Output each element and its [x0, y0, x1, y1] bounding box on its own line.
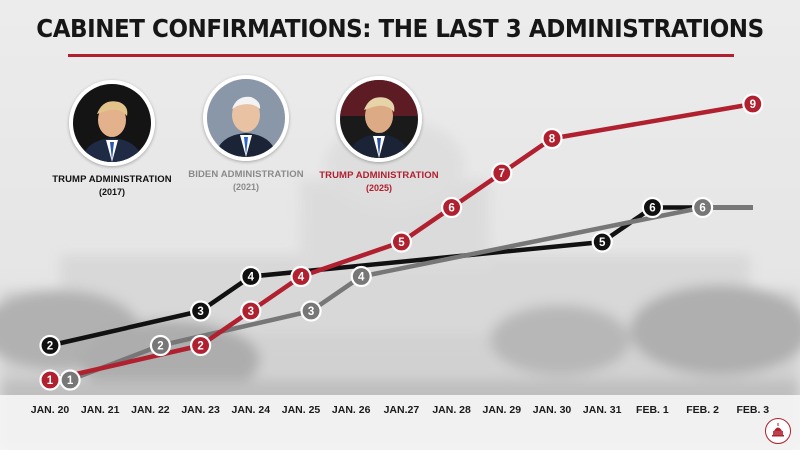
data-point-s0-4: 6 [641, 196, 664, 219]
data-point-marker [39, 334, 61, 357]
data-point-marker [390, 231, 412, 253]
data-label: 3 [197, 306, 203, 318]
data-point-s2-1: 2 [190, 334, 212, 357]
data-point-marker [641, 196, 664, 219]
data-point-s0-1: 3 [190, 300, 212, 322]
x-tick-label: FEB. 2 [686, 404, 719, 416]
x-tick-label: JAN. 29 [483, 404, 522, 416]
data-point-marker [149, 334, 172, 357]
trump-2017-portrait [69, 80, 155, 166]
data-point-s1-3: 4 [350, 265, 372, 288]
data-point-marker [591, 231, 613, 253]
admin-biden-2021: BIDEN ADMINISTRATION (2021) [181, 75, 311, 192]
trump-2025-portrait [336, 76, 422, 162]
x-tick-label: JAN. 22 [131, 404, 170, 416]
data-point-marker [742, 93, 764, 115]
admin-year: (2017) [98, 187, 125, 197]
x-tick-label: JAN. 23 [181, 404, 220, 416]
data-label: 3 [248, 306, 254, 318]
shsc-seal-logo [765, 418, 791, 444]
data-point-s2-6: 7 [491, 162, 513, 184]
data-label: 9 [750, 99, 756, 111]
admin-name: TRUMP ADMINISTRATION [52, 174, 172, 185]
data-point-s2-5: 6 [441, 196, 463, 219]
data-point-marker [441, 196, 463, 219]
data-label: 4 [358, 272, 365, 284]
data-point-marker [691, 196, 714, 219]
data-label: 2 [197, 341, 203, 353]
x-tick-label: JAN.27 [384, 404, 420, 416]
x-tick-label: JAN. 25 [282, 404, 321, 416]
data-point-s1-0: 1 [59, 369, 81, 391]
data-point-marker [290, 265, 312, 288]
data-point-s2-4: 5 [390, 231, 412, 253]
x-tick-label: FEB. 1 [636, 404, 669, 416]
data-point-marker [240, 300, 262, 322]
x-tick-label: JAN. 24 [232, 404, 271, 416]
x-tick-label: FEB. 3 [736, 404, 769, 416]
x-tick-label: JAN. 30 [533, 404, 572, 416]
data-point-s0-0: 2 [39, 334, 61, 357]
x-tick-label: JAN. 21 [81, 404, 120, 416]
data-point-marker [190, 334, 212, 357]
biden-2021-portrait [203, 75, 289, 161]
data-point-s1-4: 6 [691, 196, 714, 219]
admin-name: TRUMP ADMINISTRATION [319, 170, 439, 181]
admin-year: (2021) [232, 182, 259, 192]
data-point-s2-0: 1 [39, 369, 61, 391]
x-tick-label: JAN. 26 [332, 404, 371, 416]
x-tick-label: JAN. 31 [583, 404, 622, 416]
data-point-marker [39, 369, 61, 391]
data-point-marker [190, 300, 212, 322]
x-tick-label: JAN. 20 [31, 404, 70, 416]
data-label: 5 [599, 237, 606, 249]
x-tick-label: JAN. 28 [432, 404, 471, 416]
data-point-s0-3: 5 [591, 231, 613, 253]
data-label: 2 [157, 341, 163, 353]
data-point-s1-2: 3 [300, 300, 322, 322]
page-title: CABINET CONFIRMATIONS: THE LAST 3 ADMINI… [36, 14, 764, 43]
data-point-marker [541, 127, 563, 150]
data-label: 3 [308, 306, 314, 318]
data-label: 8 [549, 134, 556, 146]
data-label: 4 [248, 272, 255, 284]
admin-name: BIDEN ADMINISTRATION [188, 169, 304, 180]
data-point-marker [491, 162, 513, 184]
admin-trump-2025: TRUMP ADMINISTRATION (2025) [314, 76, 444, 193]
data-label: 2 [47, 341, 53, 353]
data-point-marker [300, 300, 322, 322]
data-point-s1-1: 2 [149, 334, 172, 357]
data-point-s2-2: 3 [240, 300, 262, 322]
admin-year: (2025) [365, 183, 392, 193]
data-point-marker [240, 265, 262, 288]
data-label: 1 [67, 375, 74, 387]
data-label: 1 [47, 375, 54, 387]
data-point-s2-7: 8 [541, 127, 563, 150]
data-label: 6 [649, 203, 655, 215]
data-label: 5 [398, 237, 405, 249]
series-line-0 [49, 205, 753, 348]
data-point-s2-3: 4 [290, 265, 312, 288]
admin-trump-2017: TRUMP ADMINISTRATION (2017) [47, 80, 177, 197]
data-label: 4 [298, 272, 305, 284]
data-label: 6 [699, 203, 705, 215]
data-label: 6 [448, 203, 454, 215]
title-underline [68, 54, 734, 57]
data-point-marker [350, 265, 372, 288]
data-point-s0-2: 4 [240, 265, 262, 288]
data-label: 7 [499, 168, 505, 180]
data-point-s2-8: 9 [742, 93, 764, 115]
